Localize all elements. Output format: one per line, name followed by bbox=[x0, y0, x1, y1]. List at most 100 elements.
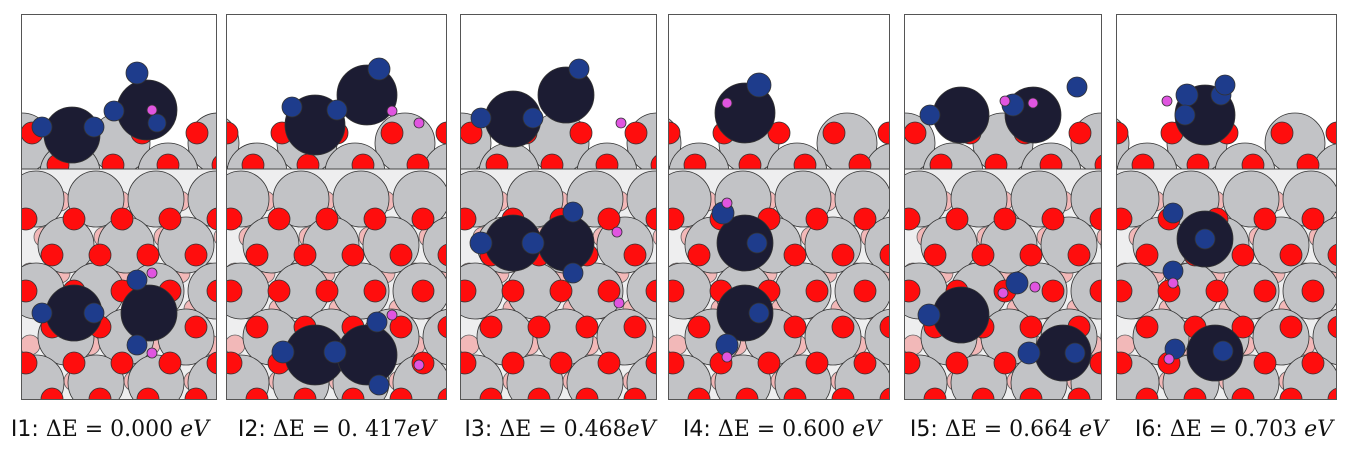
blue-atom bbox=[522, 107, 544, 129]
hydrogen-atom bbox=[1029, 281, 1041, 293]
blue-atom bbox=[470, 107, 492, 129]
adatom bbox=[537, 66, 595, 124]
oxygen-atom bbox=[437, 244, 446, 266]
oxygen-atom bbox=[783, 315, 807, 339]
oxygen-atom bbox=[905, 279, 921, 303]
oxygen-atom bbox=[1301, 351, 1325, 375]
blue-atom bbox=[1214, 74, 1236, 96]
oxygen-atom bbox=[22, 279, 38, 303]
oxygen-atom bbox=[62, 207, 86, 231]
oxygen-atom bbox=[687, 387, 711, 399]
oxygen-atom bbox=[411, 279, 435, 303]
oxygen-atom bbox=[435, 121, 446, 145]
blue-atom bbox=[469, 231, 493, 255]
surface-metal-atom bbox=[626, 262, 656, 320]
oxygen-atom bbox=[501, 279, 525, 303]
oxygen-atom bbox=[1019, 243, 1043, 267]
oxygen-atom bbox=[971, 243, 995, 267]
surface-metal-atom bbox=[187, 262, 216, 320]
oxygen-atom bbox=[110, 207, 134, 231]
oxygen-atom bbox=[879, 387, 889, 399]
oxygen-atom bbox=[88, 387, 112, 399]
blue-atom bbox=[562, 201, 584, 223]
hydrogen-atom bbox=[386, 105, 398, 117]
oxygen-atom bbox=[110, 351, 134, 375]
oxygen-atom bbox=[1067, 243, 1091, 267]
blue-atom bbox=[1064, 342, 1086, 364]
blue-atom bbox=[368, 374, 390, 396]
oxygen-atom bbox=[245, 315, 269, 339]
structure-i6-svg bbox=[1117, 74, 1336, 399]
oxygen-atom bbox=[1135, 315, 1159, 339]
oxygen-atom bbox=[623, 315, 647, 339]
caption-i1-label: I1: bbox=[10, 417, 39, 442]
oxygen-atom bbox=[783, 387, 807, 399]
blue-atom bbox=[1017, 341, 1041, 365]
oxygen-atom bbox=[1117, 207, 1133, 231]
oxygen-atom bbox=[735, 387, 759, 399]
adatom bbox=[537, 214, 595, 272]
structure-panel-i1 bbox=[21, 14, 217, 400]
hydrogen-atom bbox=[1161, 95, 1173, 107]
structure-i1-svg bbox=[22, 61, 216, 399]
adatom bbox=[932, 286, 990, 344]
oxygen-atom bbox=[757, 351, 781, 375]
caption-i5-label: I5: bbox=[909, 417, 938, 442]
oxygen-atom bbox=[461, 279, 477, 303]
caption-i5-expr: ΔE = 0.664 bbox=[944, 417, 1080, 442]
oxygen-atom bbox=[527, 387, 551, 399]
oxygen-atom bbox=[1327, 316, 1336, 338]
hydrogen-atom bbox=[1027, 97, 1039, 109]
oxygen-atom bbox=[245, 387, 269, 399]
caption-i2-expr: ΔE = 0. 417 bbox=[272, 417, 408, 442]
blue-atom bbox=[31, 116, 53, 138]
oxygen-atom bbox=[831, 315, 855, 339]
oxygen-atom bbox=[88, 243, 112, 267]
subsurface-oxygen bbox=[213, 230, 216, 244]
oxygen-atom bbox=[597, 207, 621, 231]
oxygen-atom bbox=[267, 207, 291, 231]
oxygen-atom bbox=[293, 387, 317, 399]
caption-i2: I2: ΔE = 0. 417eV bbox=[224, 414, 450, 446]
blue-atom bbox=[323, 340, 347, 364]
oxygen-atom bbox=[1019, 315, 1043, 339]
oxygen-atom bbox=[389, 243, 413, 267]
oxygen-atom bbox=[62, 351, 86, 375]
oxygen-atom bbox=[206, 279, 216, 303]
oxygen-atom bbox=[1089, 351, 1101, 375]
oxygen-atom bbox=[22, 351, 38, 375]
oxygen-atom bbox=[363, 207, 387, 231]
oxygen-atom bbox=[687, 243, 711, 267]
hydrogen-atom bbox=[146, 104, 158, 116]
oxygen-atom bbox=[624, 121, 648, 145]
oxygen-atom bbox=[645, 207, 656, 231]
caption-i6: I6: ΔE = 0.703 eV bbox=[1124, 414, 1344, 446]
caption-i3-label: I3: bbox=[464, 417, 493, 442]
oxygen-atom bbox=[783, 243, 807, 267]
oxygen-atom bbox=[1183, 387, 1207, 399]
oxygen-atom bbox=[206, 207, 216, 231]
hydrogen-atom bbox=[613, 297, 625, 309]
blue-atom bbox=[1212, 340, 1234, 362]
structure-panel-i5 bbox=[904, 14, 1102, 400]
surface-metal-atom bbox=[1100, 240, 1101, 250]
structure-i4-svg bbox=[669, 72, 889, 399]
blue-atom bbox=[103, 100, 125, 122]
blue-atom bbox=[919, 104, 941, 126]
hydrogen-atom bbox=[997, 287, 1009, 299]
oxygen-atom bbox=[549, 279, 573, 303]
oxygen-atom bbox=[1231, 387, 1255, 399]
blue-atom bbox=[366, 311, 388, 333]
oxygen-atom bbox=[993, 351, 1017, 375]
hydrogen-atom bbox=[721, 197, 733, 209]
adatom bbox=[336, 64, 398, 126]
oxygen-atom bbox=[1279, 243, 1303, 267]
caption-i1: I1: ΔE = 0.000 eV bbox=[0, 414, 220, 446]
oxygen-atom bbox=[1231, 315, 1255, 339]
adatom bbox=[716, 284, 774, 342]
oxygen-atom bbox=[923, 243, 947, 267]
structure-i3-svg bbox=[461, 58, 656, 399]
oxygen-atom bbox=[315, 207, 339, 231]
oxygen-atom bbox=[341, 243, 365, 267]
oxygen-atom bbox=[1327, 388, 1336, 399]
